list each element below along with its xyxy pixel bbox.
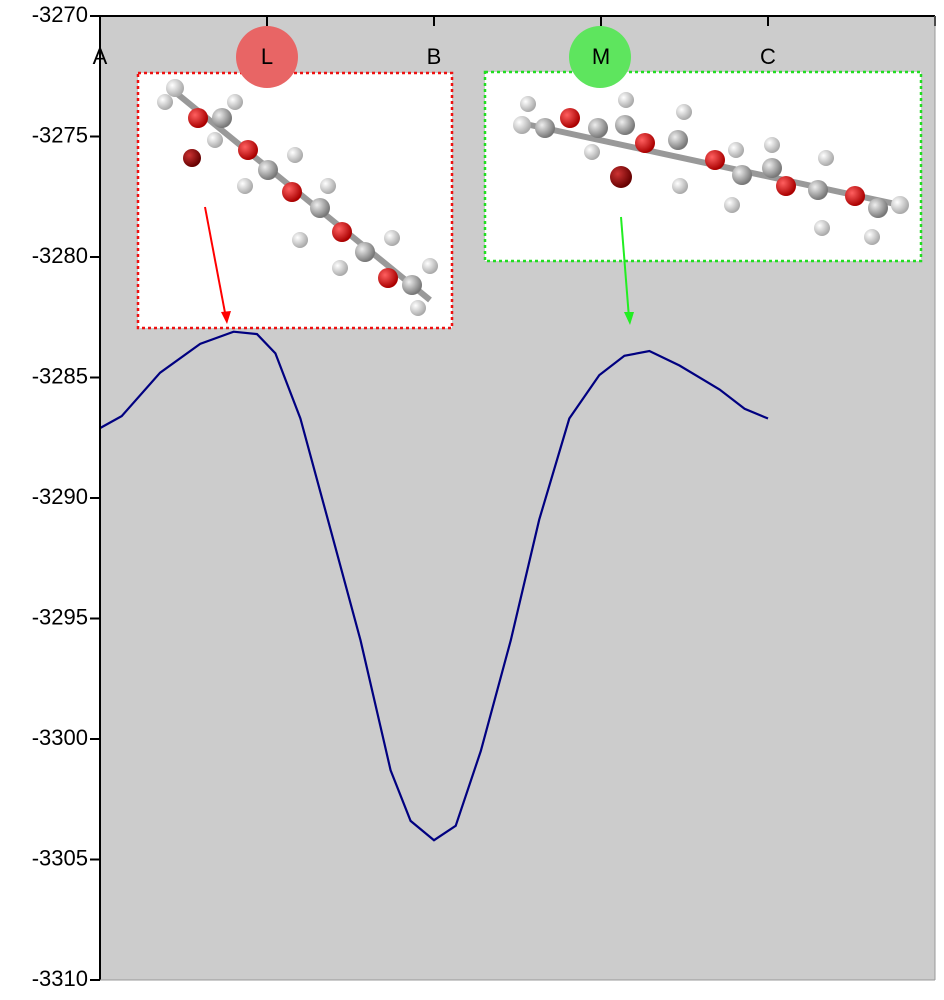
x-tick-label: A [93,44,108,69]
y-tick-label: -3285 [32,363,88,388]
y-tick-label: -3300 [32,725,88,750]
x-tick-label: L [261,44,273,69]
y-tick-label: -3305 [32,845,88,870]
inset-l [136,71,454,330]
inset-m [483,70,923,325]
y-tick-label: -3280 [32,243,88,268]
x-tick-label: B [427,44,442,69]
y-tick-label: -3270 [32,2,88,27]
y-tick-label: -3310 [32,966,88,991]
line [99,330,769,842]
y-tick-label: -3295 [32,604,88,629]
y-tick-label: -3275 [32,122,88,147]
highlight-m [569,26,631,88]
y-tick-label: -3290 [32,484,88,509]
x-tick-label: M [592,44,610,69]
x-tick-label: C [760,44,776,69]
highlight-l [236,26,298,88]
